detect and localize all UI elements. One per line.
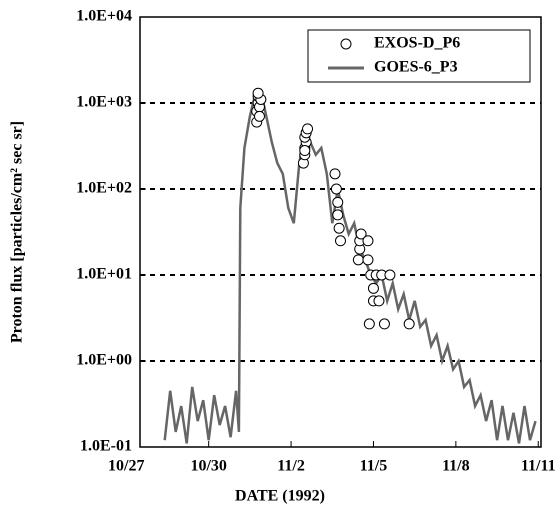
data-point <box>362 235 374 247</box>
y-tick-label: 1.0E+01 <box>76 266 132 283</box>
y-tick-label: 1.0E+04 <box>76 8 132 25</box>
data-point <box>333 222 345 234</box>
data-point <box>362 254 374 266</box>
data-point <box>253 110 265 122</box>
x-axis-label: DATE (1992) <box>235 488 325 505</box>
legend-label: EXOS-D_P6 <box>374 35 460 52</box>
legend-label: GOES-6_P3 <box>374 59 458 76</box>
data-point <box>299 145 311 157</box>
y-tick-label: 1.0E-01 <box>80 438 132 455</box>
data-line <box>163 88 537 444</box>
data-point <box>403 318 415 330</box>
y-axis-label: Proton flux [particles/cm² sec sr] <box>9 121 26 343</box>
y-tick-label: 1.0E+02 <box>76 180 132 197</box>
data-point <box>378 318 390 330</box>
x-tick-label: 11/8 <box>442 458 470 475</box>
data-point <box>384 269 396 281</box>
data-point <box>329 168 341 180</box>
data-point <box>330 183 342 195</box>
data-point <box>373 295 385 307</box>
x-tick-label: 11/5 <box>360 458 388 475</box>
legend-marker <box>340 38 352 50</box>
x-tick-label: 11/2 <box>277 458 305 475</box>
y-tick-label: 1.0E+00 <box>76 352 132 369</box>
plot-frame <box>139 16 542 448</box>
y-tick-label: 1.0E+03 <box>76 94 132 111</box>
data-point <box>335 235 346 247</box>
data-point <box>302 123 314 135</box>
x-tick-label: 10/27 <box>108 458 144 475</box>
data-point <box>332 209 344 221</box>
data-point <box>332 196 344 208</box>
data-point <box>252 87 264 99</box>
data-point <box>355 228 367 240</box>
data-point <box>352 254 364 266</box>
x-tick-label: 10/30 <box>190 458 226 475</box>
data-point <box>363 318 375 330</box>
data-point <box>367 282 379 294</box>
x-tick-label: 11/11 <box>521 458 556 475</box>
